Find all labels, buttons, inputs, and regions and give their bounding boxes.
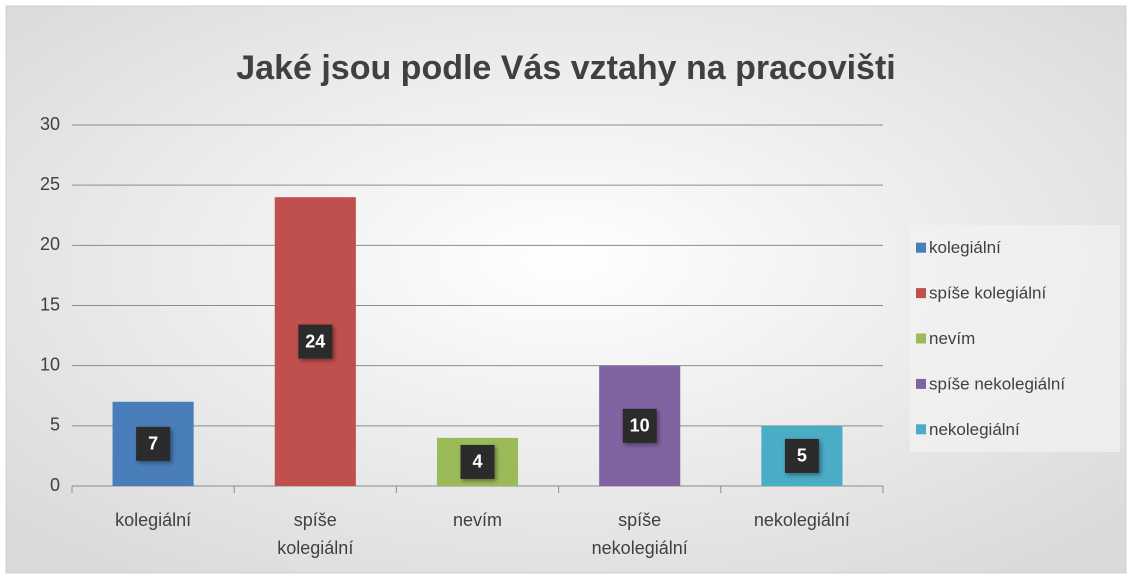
data-label-box [784,438,819,473]
data-label: 7 [148,434,158,454]
legend-label: kolegiální [929,238,1001,257]
data-label-box [298,324,333,359]
legend-label: nekolegiální [929,420,1020,439]
x-tick-label: nevím [453,510,502,530]
x-tick-label-line: spíše [294,510,337,530]
y-tick-label: 10 [40,354,60,374]
legend-swatch [916,242,926,253]
data-label: 10 [630,416,650,436]
x-tick-label: kolegiální [115,510,191,530]
legend-label: spíše kolegiální [929,284,1046,303]
legend-label: spíše nekolegiální [929,374,1065,393]
legend-swatch [916,333,926,344]
y-tick-label: 30 [40,114,60,134]
x-tick-label: nekolegiální [754,510,850,530]
legend-swatch [916,378,926,389]
data-label: 4 [472,452,482,472]
x-tick-label: spíše nekolegiální [592,510,688,558]
data-label-box [622,408,657,443]
data-label-box [136,426,171,461]
data-label-box [460,444,495,479]
chart-title: Jaké jsou podle Vás vztahy na pracovišti [236,49,895,87]
x-tick-label-line: nekolegiální [592,538,688,558]
x-tick-label-line: kolegiální [277,538,353,558]
legend-swatch [916,288,926,299]
legend-swatch [916,424,926,435]
data-label: 5 [797,446,807,466]
x-tick-label: spíše kolegiální [277,510,353,558]
y-tick-label: 0 [50,475,60,495]
y-tick-label: 20 [40,234,60,254]
legend-label: nevím [929,329,975,348]
data-label: 24 [305,331,325,351]
legend-box [910,225,1120,452]
y-tick-label: 5 [50,415,60,435]
y-tick-label: 25 [40,174,60,194]
x-tick-label-line: spíše [618,510,661,530]
y-tick-label: 15 [40,294,60,314]
